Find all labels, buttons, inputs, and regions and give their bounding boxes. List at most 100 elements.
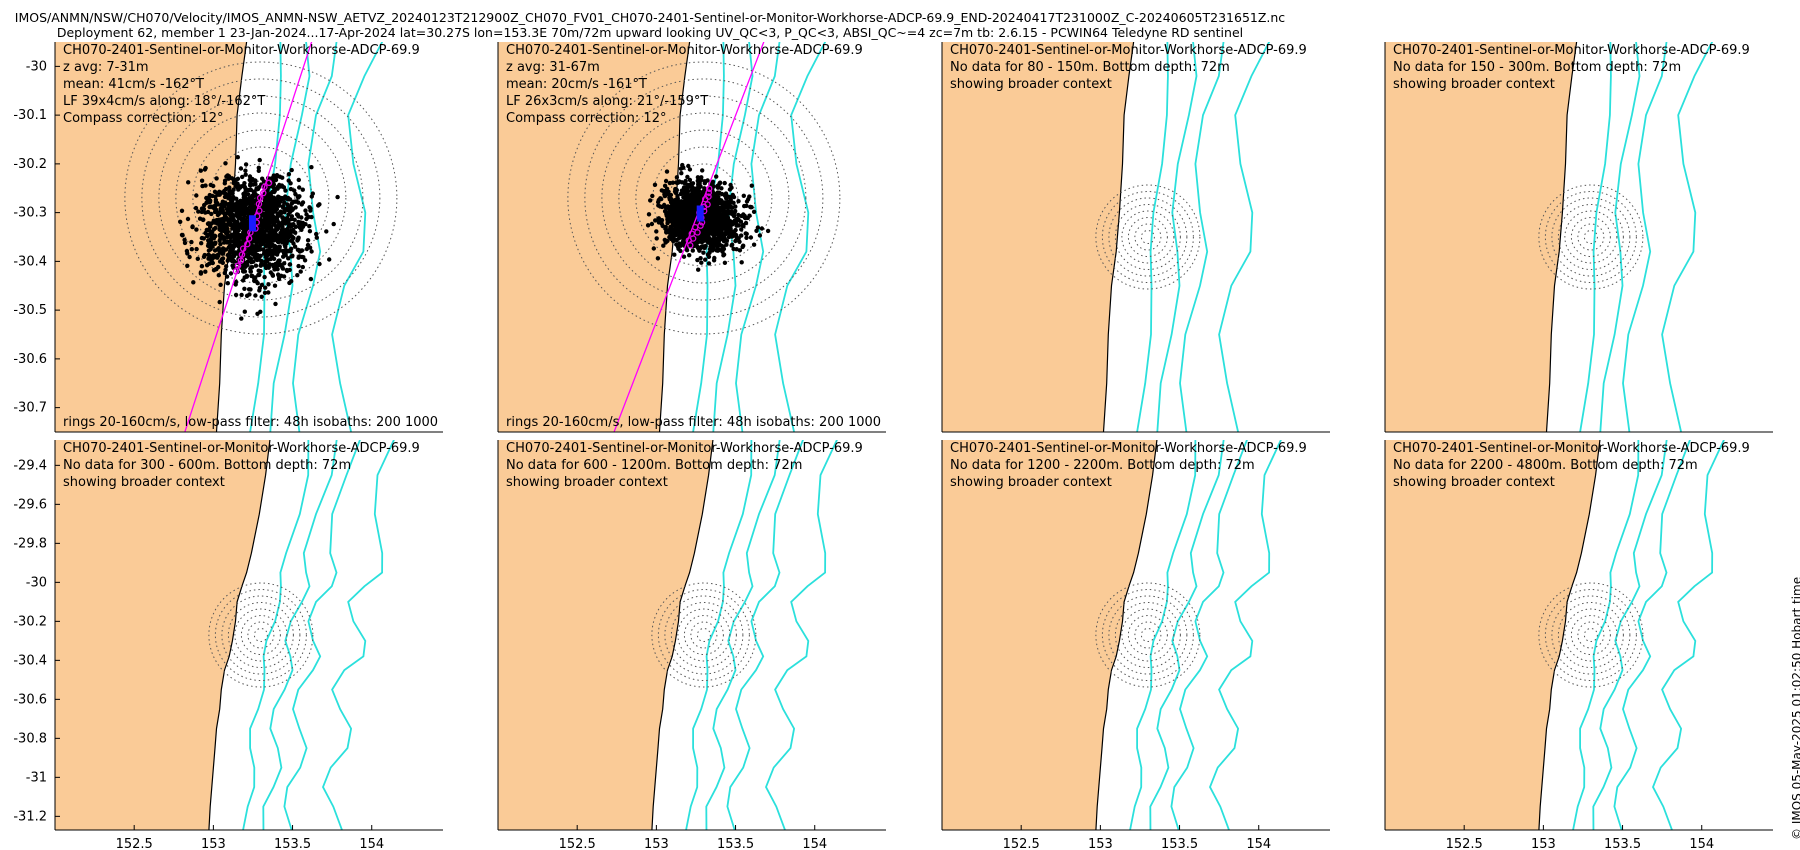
y-tick-label: -29.8	[13, 536, 47, 551]
scatter-point	[210, 205, 216, 210]
scatter-point	[676, 236, 682, 241]
velocity-ring	[247, 621, 275, 649]
y-tick-label: -30.7	[13, 401, 47, 416]
panel-annotation: LF 26x3cm/s along: 21°/-159°T	[506, 94, 708, 109]
scatter-point	[267, 225, 272, 231]
x-tick-label: 152.5	[1446, 837, 1483, 850]
scatter-point	[674, 175, 680, 180]
y-tick-label: -30	[26, 59, 47, 74]
scatter-point	[285, 220, 290, 225]
scatter-point	[290, 207, 295, 213]
scatter-point	[732, 229, 737, 234]
scatter-point	[281, 274, 287, 279]
scatter-point	[296, 200, 301, 205]
scatter-point	[672, 252, 677, 257]
isobath-line	[765, 440, 838, 830]
scatter-point	[282, 207, 288, 212]
scatter-point	[718, 217, 723, 222]
scatter-point	[217, 238, 222, 243]
scatter-point	[292, 217, 297, 222]
scatter-point	[283, 253, 288, 258]
scatter-point	[214, 176, 219, 181]
scatter-point	[225, 281, 230, 286]
isobath-line	[1572, 440, 1640, 830]
scatter-point	[287, 262, 292, 267]
scatter-point	[686, 163, 691, 169]
velocity-ring	[1127, 615, 1168, 655]
scatter-point	[272, 189, 277, 195]
scatter-point	[309, 165, 314, 170]
scatter-point	[702, 186, 707, 191]
scatter-point	[670, 222, 676, 227]
velocity-ring	[175, 112, 347, 284]
scatter-point	[716, 233, 722, 238]
scatter-point	[222, 270, 227, 276]
scatter-point	[238, 166, 244, 171]
scatter-point	[209, 211, 214, 217]
scatter-point	[667, 192, 673, 198]
scatter-point	[206, 248, 212, 253]
scatter-point	[253, 293, 258, 298]
scatter-point	[277, 213, 282, 218]
scatter-point	[685, 214, 690, 220]
scatter-point	[694, 195, 699, 200]
scatter-point	[179, 208, 185, 213]
scatter-point	[715, 242, 721, 247]
scatter-point	[664, 212, 669, 217]
scatter-point	[690, 248, 695, 253]
y-tick-label: -30.2	[13, 157, 47, 172]
scatter-point	[210, 244, 215, 249]
velocity-ring	[1108, 595, 1188, 675]
scatter-point	[222, 178, 228, 183]
scatter-point	[196, 209, 201, 214]
scatter-point	[277, 182, 282, 188]
scatter-point	[215, 191, 220, 196]
scatter-point	[258, 234, 263, 239]
scatter-point	[235, 155, 240, 160]
scatter-point	[744, 235, 749, 240]
scatter-point	[711, 232, 716, 237]
velocity-ring	[696, 628, 711, 642]
scatter-point	[307, 229, 313, 234]
scatter-point	[248, 269, 253, 274]
scatter-point	[223, 215, 229, 221]
scatter-point	[191, 280, 196, 285]
scatter-point	[273, 301, 278, 307]
isobath-line	[269, 42, 311, 432]
scatter-point	[249, 206, 254, 212]
scatter-point	[716, 194, 721, 199]
scatter-point	[245, 263, 250, 268]
scatter-point	[252, 244, 258, 250]
x-tick-label: 153.5	[274, 837, 311, 850]
scatter-point	[685, 174, 690, 180]
panel-annotation: showing broader context	[950, 77, 1112, 92]
scatter-point	[280, 266, 286, 271]
scatter-point	[194, 193, 199, 198]
scatter-point	[692, 211, 697, 217]
scatter-point	[230, 224, 235, 229]
scatter-point	[282, 200, 287, 205]
scatter-point	[228, 239, 233, 244]
x-tick-label: 154	[1689, 837, 1714, 850]
scatter-point	[271, 176, 276, 181]
scatter-point	[728, 182, 733, 188]
scatter-point	[243, 168, 248, 173]
scatter-point	[207, 261, 212, 266]
scatter-point	[253, 263, 259, 268]
scatter-point	[661, 243, 666, 248]
isobath-line	[262, 440, 338, 830]
panel-annotation: mean: 41cm/s -162°T	[63, 77, 204, 92]
isobath-line	[692, 42, 725, 432]
isobath-line	[1170, 440, 1248, 830]
scatter-point	[241, 200, 246, 205]
scatter-point	[685, 206, 690, 211]
scatter-point	[222, 201, 227, 207]
scatter-point	[721, 253, 726, 258]
velocity-ring	[683, 615, 724, 655]
scatter-point	[253, 191, 258, 197]
scatter-point	[722, 180, 727, 186]
scatter-point	[305, 238, 311, 243]
scatter-point	[725, 224, 730, 230]
scatter-point	[711, 202, 716, 208]
scatter-point	[327, 257, 332, 262]
